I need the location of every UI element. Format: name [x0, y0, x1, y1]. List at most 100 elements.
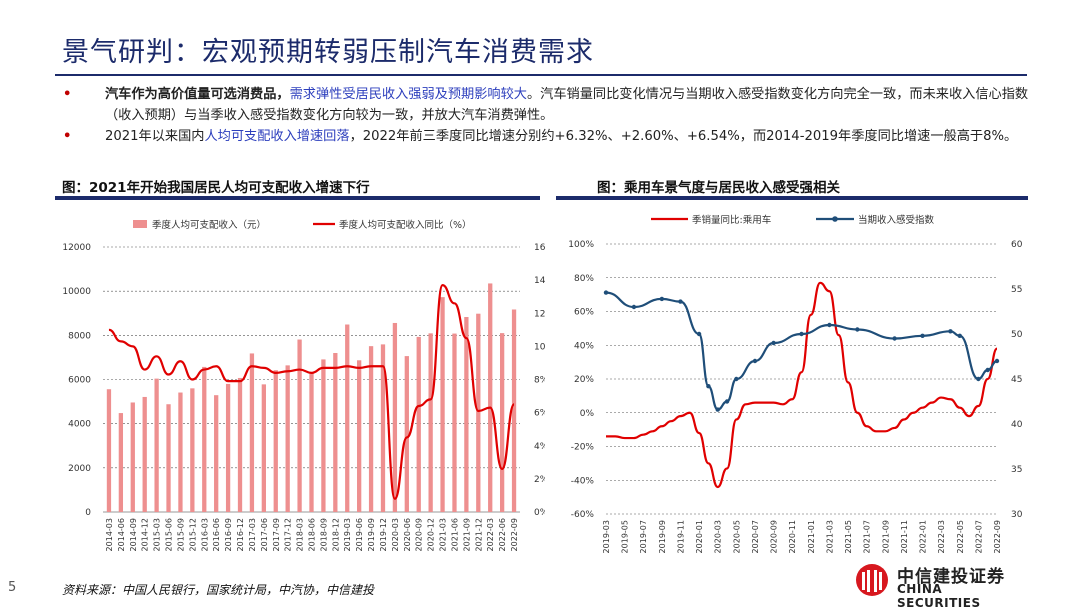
y-left-tick-label: 0: [85, 508, 91, 518]
bar: [392, 322, 398, 512]
title-divider: [55, 74, 1027, 76]
bar: [118, 413, 124, 512]
bar: [416, 336, 421, 512]
logo-mark-icon: [856, 564, 888, 596]
x-tick-label: 2022-05: [956, 520, 965, 553]
bar: [345, 324, 350, 512]
legend-label-income: 当期收入感受指数: [858, 214, 935, 226]
x-tick-label: 2019-07: [639, 520, 648, 553]
y-left-tick-label: 80%: [574, 274, 594, 284]
bar: [499, 333, 505, 512]
bullet-dot: •: [63, 129, 72, 144]
bullet-2-highlight: 人均可支配收入增速回落: [204, 129, 350, 144]
bullet-1-text: 。汽车销量同比变化情况与当期收入感受指数变化方向完全一致，而未来收入信心指数（收…: [105, 87, 1029, 123]
y-right-tick-label: 12%: [534, 309, 545, 319]
income-point: [855, 327, 860, 332]
legend-label-bar: 季度人均可支配收入（元）: [152, 219, 266, 231]
x-tick-label: 2017-09: [272, 518, 281, 551]
y-left-tick-label: 60%: [574, 308, 594, 318]
income-point: [603, 290, 609, 295]
income-point: [771, 340, 776, 346]
x-tick-label: 2020-07: [751, 520, 760, 553]
bar: [178, 392, 183, 512]
y-left-tick-label: 6000: [68, 376, 91, 386]
x-tick-label: 2021-11: [900, 520, 909, 553]
x-tick-label: 2021-06: [450, 518, 459, 551]
y-left-tick-label: 10000: [62, 287, 91, 297]
income-point: [892, 336, 897, 341]
x-tick-label: 2018-06: [308, 518, 317, 551]
source-note: 资料来源：中国人民银行，国家统计局，中汽协，中信建投: [62, 583, 375, 597]
income-point: [659, 296, 665, 302]
bar: [261, 384, 266, 512]
income-point: [724, 399, 730, 404]
page-title: 景气研判：宏观预期转弱压制汽车消费需求: [62, 37, 594, 68]
y-right-tick-label: 0%: [534, 508, 545, 518]
y-left-tick-label: 4000: [68, 420, 91, 430]
logo-chinese: 中信建投证券: [897, 567, 1005, 587]
legend-swatch-bar: [133, 220, 147, 228]
y-right-tick-label: 16%: [534, 243, 545, 253]
x-tick-label: 2020-03: [391, 518, 400, 551]
x-tick-label: 2016-09: [224, 518, 233, 551]
income-point: [734, 376, 739, 382]
y-right-tick-label: 4%: [534, 442, 545, 452]
bar: [321, 359, 326, 512]
x-tick-label: 2022-09: [510, 518, 519, 551]
bar: [333, 353, 338, 512]
x-tick-label: 2020-12: [427, 518, 436, 551]
bar: [452, 333, 457, 512]
income-point: [752, 358, 758, 364]
x-tick-label: 2022-09: [993, 520, 1002, 553]
bar: [190, 388, 195, 512]
x-tick-label: 2022-03: [486, 518, 495, 551]
x-tick-label: 2020-01: [695, 520, 704, 553]
x-tick-label: 2022-01: [919, 520, 928, 553]
bullet-item-1: • 汽车作为高价值量可选消费品，需求弹性受居民收入强弱及预期影响较大。汽车销量同…: [55, 84, 1030, 126]
x-tick-label: 2017-12: [284, 518, 293, 551]
left-figure-rule: [55, 196, 540, 200]
bar: [297, 339, 302, 512]
x-tick-label: 2021-12: [474, 518, 483, 551]
x-tick-label: 2017-03: [248, 518, 257, 551]
series-line-income: [605, 291, 998, 411]
income-point: [696, 331, 702, 337]
income-point: [920, 333, 925, 338]
bar: [464, 317, 469, 512]
bar: [130, 402, 135, 512]
income-point: [706, 384, 711, 389]
x-tick-label: 2015-09: [176, 518, 185, 551]
x-tick-label: 2019-03: [602, 520, 611, 553]
company-logo: 中信建投证券 CHINA SECURITIES: [855, 560, 1030, 610]
bar: [273, 370, 278, 512]
x-tick-label: 2016-12: [236, 518, 245, 551]
bar: [476, 313, 481, 512]
x-tick-label: 2020-09: [415, 518, 424, 551]
x-tick-label: 2014-12: [141, 518, 150, 551]
x-tick-label: 2022-03: [937, 520, 946, 553]
x-tick-label: 2018-09: [319, 518, 328, 551]
bullet-item-2: • 2021年以来国内人均可支配收入增速回落，2022年前三季度同比增速分别约+…: [55, 126, 1030, 147]
x-tick-label: 2017-06: [260, 518, 269, 551]
x-tick-label: 2019-11: [676, 520, 685, 553]
x-tick-label: 2020-05: [732, 520, 741, 553]
bar: [106, 389, 112, 512]
x-tick-label: 2014-06: [117, 518, 126, 551]
income-point: [994, 358, 1000, 364]
income-point: [631, 304, 637, 310]
x-tick-label: 2021-03: [825, 520, 834, 553]
income-point: [976, 376, 981, 382]
y-right-tick-label: 8%: [534, 376, 545, 386]
car-sentiment-chart: 季销量同比:乘用车 当期收入感受指数 -60% -40% -20% 0% 20% 40% 60%…: [568, 214, 1023, 553]
x-tick-label: 2020-06: [403, 518, 412, 551]
series-line-sales: [606, 281, 999, 489]
x-tick-label: 2021-09: [462, 518, 471, 551]
x-tick-label: 2015-03: [153, 518, 162, 551]
legend-label-sales: 季销量同比:乘用车: [692, 214, 771, 226]
income-point: [957, 333, 962, 338]
x-tick-label: 2020-11: [788, 520, 797, 553]
bullet-1-bold: 汽车作为高价值量可选消费品，: [105, 87, 290, 102]
x-tick-label: 2021-07: [863, 520, 872, 553]
y-right-tick-label: 50: [1011, 330, 1023, 340]
bar: [202, 366, 207, 512]
